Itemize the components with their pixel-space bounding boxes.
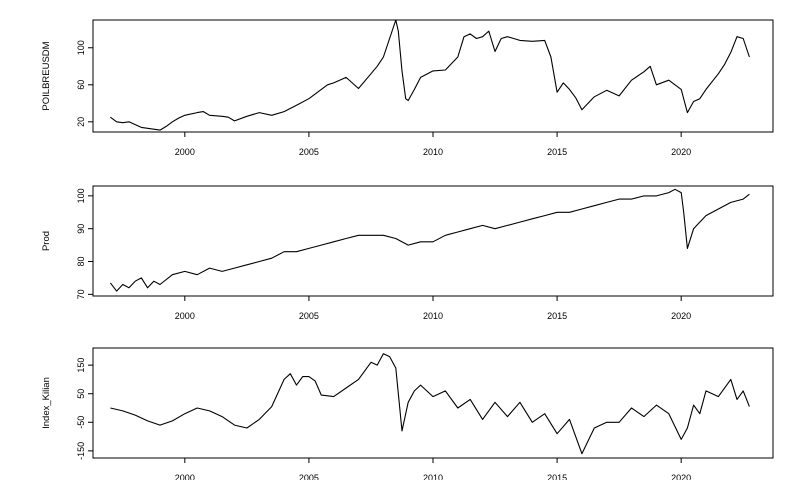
x-tick-label: 2020 [671, 147, 691, 157]
x-tick-label: 2010 [423, 311, 443, 321]
x-tick-label: 2005 [299, 473, 319, 480]
y-tick-label: 70 [76, 289, 86, 299]
x-tick-label: 2000 [175, 311, 195, 321]
x-tick-label: 2005 [299, 311, 319, 321]
x-tick-label: 2020 [671, 311, 691, 321]
x-tick-label: 2000 [175, 147, 195, 157]
y-tick-label: 20 [76, 117, 86, 127]
series-line-prod [109, 188, 750, 292]
y-tick-label: 150 [76, 358, 86, 373]
y-tick-label: 90 [76, 224, 86, 234]
x-tick-label: 2010 [423, 147, 443, 157]
y-tick-label: 80 [76, 257, 86, 267]
panel-index-kilian: 2000 2005 2010 2015 2020 -150 -50 50 150 Index_Ki… [41, 347, 774, 480]
x-tick-label: 2005 [299, 147, 319, 157]
plot-frame [92, 19, 774, 133]
x-tick-label: 2010 [423, 473, 443, 480]
x-tick-label: 2015 [547, 473, 567, 480]
plot-frame [92, 347, 774, 459]
y-axis-label: POILBREUSDM [41, 41, 52, 110]
x-tick-label: 2000 [175, 473, 195, 480]
y-tick-label: 100 [76, 188, 86, 203]
series-line-poilbreusdm [110, 19, 750, 131]
x-tick-label: 2015 [547, 147, 567, 157]
plot-frame [92, 185, 774, 297]
y-tick-label: -50 [76, 416, 86, 429]
x-tick-label: 2020 [671, 473, 691, 480]
y-tick-label: 50 [76, 389, 86, 399]
y-axis-label: Prod [41, 231, 52, 251]
y-tick-label: -150 [76, 442, 86, 460]
panel-prod: 2000 2005 2010 2015 2020 70 80 90 100 Prod [41, 185, 774, 321]
y-axis-label: Index_Kilian [41, 377, 52, 429]
x-tick-label: 2015 [547, 311, 567, 321]
series-line-index-kilian [110, 353, 750, 455]
y-tick-label: 100 [76, 40, 86, 55]
y-tick-label: 60 [76, 80, 86, 90]
